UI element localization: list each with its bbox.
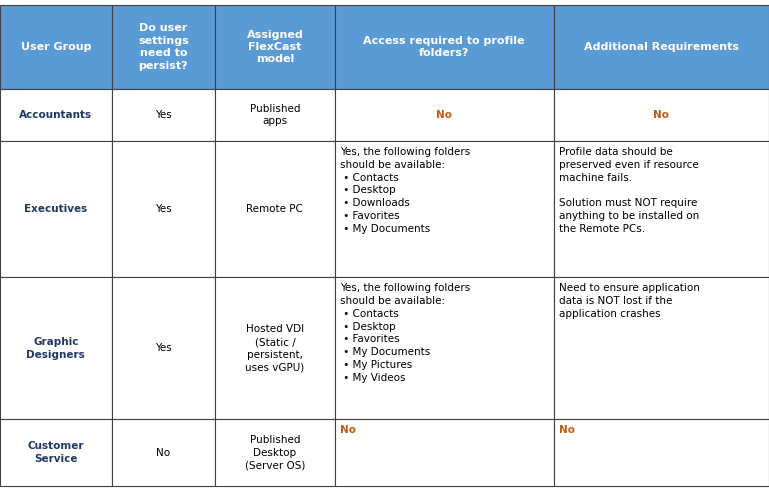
Bar xyxy=(335,141,554,277)
Bar xyxy=(215,89,335,141)
Text: Access required to profile
folders?: Access required to profile folders? xyxy=(363,36,525,58)
Text: Accountants: Accountants xyxy=(19,110,92,120)
Bar xyxy=(0,141,112,277)
Text: No: No xyxy=(436,110,452,120)
Bar xyxy=(112,419,215,486)
Bar xyxy=(0,277,112,419)
Text: Assigned
FlexCast
model: Assigned FlexCast model xyxy=(247,29,303,64)
Text: Yes, the following folders
should be available:
 • Contacts
 • Desktop
 • Downlo: Yes, the following folders should be ava… xyxy=(340,147,470,234)
Bar xyxy=(554,89,769,141)
Text: Published
Desktop
(Server OS): Published Desktop (Server OS) xyxy=(245,435,305,470)
Text: Customer
Service: Customer Service xyxy=(28,441,84,464)
Bar xyxy=(0,89,112,141)
Bar xyxy=(112,89,215,141)
Text: Graphic
Designers: Graphic Designers xyxy=(26,337,85,360)
Bar xyxy=(112,277,215,419)
Text: Yes: Yes xyxy=(155,110,171,120)
Bar xyxy=(215,141,335,277)
Text: Executives: Executives xyxy=(24,204,88,214)
Bar xyxy=(554,141,769,277)
Text: No: No xyxy=(340,425,356,436)
Bar xyxy=(554,277,769,419)
Text: Yes, the following folders
should be available:
 • Contacts
 • Desktop
 • Favori: Yes, the following folders should be ava… xyxy=(340,283,470,383)
Bar xyxy=(554,419,769,486)
Text: Remote PC: Remote PC xyxy=(247,204,303,214)
Bar xyxy=(112,5,215,89)
Bar xyxy=(215,277,335,419)
Bar xyxy=(335,277,554,419)
Text: No: No xyxy=(156,448,171,458)
Bar xyxy=(335,5,554,89)
Bar xyxy=(0,5,112,89)
Text: Additional Requirements: Additional Requirements xyxy=(584,42,739,52)
Bar xyxy=(335,419,554,486)
Text: Need to ensure application
data is NOT lost if the
application crashes: Need to ensure application data is NOT l… xyxy=(559,283,700,319)
Text: Published
apps: Published apps xyxy=(250,104,300,127)
Bar xyxy=(112,141,215,277)
Text: Hosted VDI
(Static /
persistent,
uses vGPU): Hosted VDI (Static / persistent, uses vG… xyxy=(245,324,305,373)
Text: Yes: Yes xyxy=(155,343,171,354)
Bar xyxy=(215,419,335,486)
Text: Profile data should be
preserved even if resource
machine fails.

Solution must : Profile data should be preserved even if… xyxy=(559,147,699,234)
Text: Yes: Yes xyxy=(155,204,171,214)
Text: Do user
settings
need to
persist?: Do user settings need to persist? xyxy=(138,24,188,71)
Bar xyxy=(0,419,112,486)
Text: User Group: User Group xyxy=(21,42,91,52)
Text: No: No xyxy=(654,110,669,120)
Bar xyxy=(215,5,335,89)
Text: No: No xyxy=(559,425,575,436)
Bar xyxy=(554,5,769,89)
Bar xyxy=(335,89,554,141)
